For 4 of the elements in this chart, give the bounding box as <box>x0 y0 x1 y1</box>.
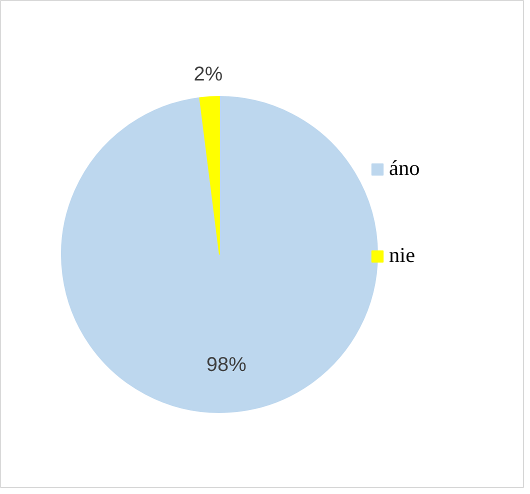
data-label: 2% <box>194 64 223 86</box>
data-label: 98% <box>206 354 247 376</box>
legend-label: áno <box>389 156 420 181</box>
legend-label: nie <box>389 243 416 268</box>
